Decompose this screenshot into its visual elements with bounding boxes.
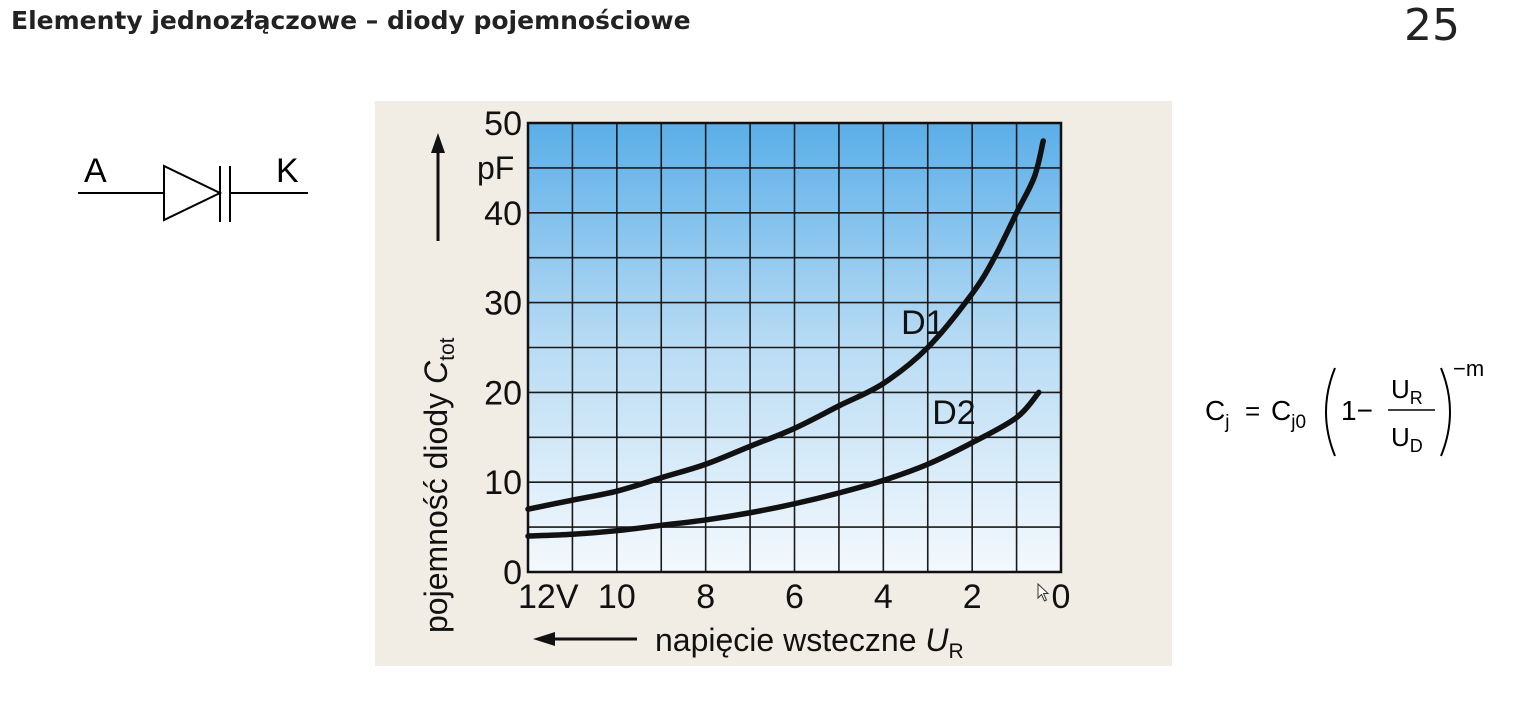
x-tick-label: 0 bbox=[1052, 578, 1071, 616]
x-tick-label: 8 bbox=[696, 578, 715, 616]
series-label-d2: D2 bbox=[932, 394, 975, 432]
y-axis-title: pojemność diody Ctot bbox=[418, 337, 459, 633]
formula-num-sub: R bbox=[1410, 388, 1423, 408]
formula-den-sub: D bbox=[1410, 436, 1423, 456]
y-tick-label: 20 bbox=[484, 374, 522, 412]
slide-number: 25 bbox=[1404, 0, 1460, 51]
x-tick-label: 10 bbox=[598, 578, 636, 616]
svg-text:UR: UR bbox=[1391, 374, 1423, 408]
slide-title: Elementy jednozłączowe – diody pojemnośc… bbox=[11, 6, 691, 35]
formula-den: U bbox=[1391, 422, 1410, 452]
y-tick-label: 50 bbox=[484, 105, 522, 143]
plot-frame bbox=[526, 121, 1063, 574]
y-tick-label: 40 bbox=[484, 195, 522, 233]
svg-text:Cj0: Cj0 bbox=[1271, 395, 1306, 433]
formula-coef-sub: j0 bbox=[1290, 412, 1306, 433]
formula-right-paren bbox=[1440, 367, 1451, 457]
series-layer: D1 D2 bbox=[525, 138, 1046, 539]
svg-text:Cj: Cj bbox=[1205, 395, 1229, 433]
formula-coef: C bbox=[1271, 395, 1291, 426]
x-tick-label: 6 bbox=[785, 578, 804, 616]
series-label-d1: D1 bbox=[901, 304, 944, 342]
y-tick-label: 0 bbox=[503, 554, 522, 592]
series-line-d1 bbox=[525, 138, 1046, 512]
capacitance-formula: Cj = Cj0 1− UR UD −m bbox=[1205, 356, 1484, 457]
mouse-pointer-icon bbox=[1037, 583, 1050, 602]
formula-lhs: C bbox=[1205, 395, 1225, 426]
x-axis-title: napięcie wsteczne UR bbox=[655, 622, 964, 663]
formula-equals: = bbox=[1245, 396, 1260, 426]
formula-num: U bbox=[1391, 374, 1410, 404]
x-tick-label: 12V bbox=[518, 578, 579, 616]
y-tick-label: 30 bbox=[484, 285, 522, 323]
anode-label: A bbox=[84, 152, 107, 190]
x-tick-label: 4 bbox=[874, 578, 893, 616]
series-line-d2 bbox=[525, 389, 1042, 539]
formula-lhs-sub: j bbox=[1224, 412, 1229, 433]
x-tick-label: 2 bbox=[963, 578, 982, 616]
cathode-label: K bbox=[276, 152, 299, 190]
x-axis-arrow bbox=[533, 632, 637, 646]
formula-one-minus: 1− bbox=[1341, 395, 1373, 426]
varactor-diode-symbol: A K bbox=[78, 152, 308, 222]
formula-exponent: −m bbox=[1453, 356, 1484, 381]
formula-left-paren bbox=[1325, 367, 1336, 457]
y-axis-arrow bbox=[431, 133, 445, 241]
y-unit-label: pF bbox=[477, 150, 514, 186]
diode-triangle bbox=[163, 164, 223, 222]
y-tick-label: 10 bbox=[484, 464, 522, 502]
svg-text:UD: UD bbox=[1391, 422, 1423, 456]
